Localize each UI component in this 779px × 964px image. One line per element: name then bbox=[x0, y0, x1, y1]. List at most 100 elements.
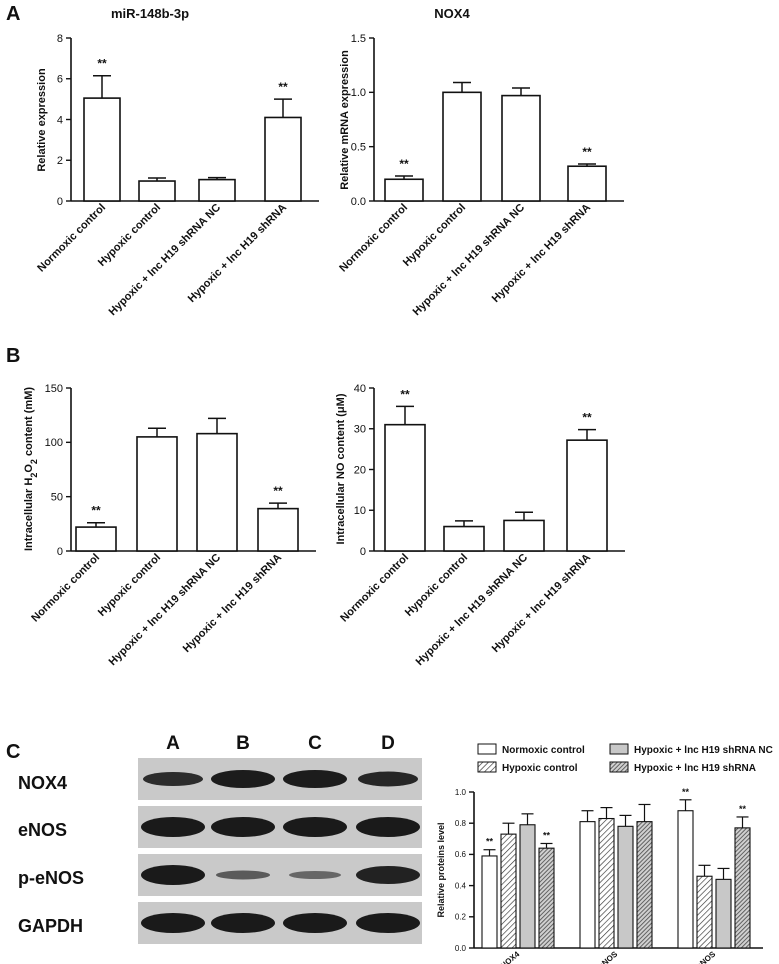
bar bbox=[138, 180, 176, 202]
blot-band bbox=[141, 817, 205, 837]
y-tick-label: 4 bbox=[57, 114, 63, 126]
bar bbox=[503, 519, 545, 552]
x-tick-label: Hypoxic + lnc H19 shRNA NC bbox=[414, 552, 531, 669]
blot-row-label: eNOS bbox=[18, 820, 67, 840]
bar bbox=[636, 821, 653, 949]
blot-band bbox=[141, 865, 205, 885]
bar bbox=[264, 116, 302, 202]
y-axis-label: Relative proteins level bbox=[436, 822, 446, 917]
y-tick-label: 0.0 bbox=[351, 196, 366, 208]
y-tick-label: 6 bbox=[57, 74, 63, 86]
y-tick-label: 0.0 bbox=[455, 944, 467, 953]
bar bbox=[500, 833, 517, 949]
y-tick-label: 0.8 bbox=[455, 819, 467, 828]
y-tick-label: 0 bbox=[360, 546, 366, 558]
legend-label: Hypoxic control bbox=[502, 763, 578, 774]
panel-label-b: B bbox=[6, 345, 20, 367]
significance-label: ** bbox=[543, 830, 551, 840]
bar bbox=[715, 878, 732, 949]
bar bbox=[443, 525, 485, 552]
y-tick-label: 1.0 bbox=[455, 788, 467, 797]
x-tick-label: p-eNOS bbox=[689, 949, 718, 964]
x-tick-label: Normoxic control bbox=[29, 552, 102, 625]
significance-label: ** bbox=[682, 787, 690, 797]
x-tick-label: Hypoxic + lnc H19 shRNA NC bbox=[107, 202, 224, 319]
blot-band bbox=[216, 870, 270, 880]
blot-band bbox=[143, 772, 203, 786]
x-tick-label: Hypoxic control bbox=[403, 552, 470, 619]
chart-title: NOX4 bbox=[434, 6, 470, 21]
bar bbox=[598, 817, 615, 949]
legend-label: Normoxic control bbox=[502, 745, 585, 756]
chart-title: miR-148b-3p bbox=[111, 6, 189, 21]
y-axis-label: Relative mRNA expression bbox=[339, 50, 351, 190]
bar bbox=[384, 178, 424, 202]
blot-lane-label: B bbox=[236, 733, 250, 754]
y-tick-label: 0 bbox=[57, 546, 63, 558]
y-axis-label: Intracellular NO content (μM) bbox=[335, 393, 347, 544]
bar bbox=[196, 432, 238, 552]
y-tick-label: 40 bbox=[354, 383, 366, 395]
bar bbox=[83, 97, 121, 202]
x-tick-label: eNOS bbox=[597, 949, 620, 964]
bar bbox=[257, 507, 299, 552]
legend-label: Hypoxic + lnc H19 shRNA NC bbox=[634, 745, 773, 756]
x-tick-label: NOX4 bbox=[499, 949, 522, 964]
bar bbox=[617, 825, 634, 949]
blot-band bbox=[283, 913, 347, 933]
y-tick-label: 1.5 bbox=[351, 33, 366, 45]
blot-band bbox=[283, 770, 347, 788]
significance-label: ** bbox=[97, 57, 107, 71]
x-tick-label: Normoxic control bbox=[337, 202, 410, 275]
blot-band bbox=[211, 817, 275, 837]
y-tick-label: 0.4 bbox=[455, 881, 467, 890]
blot-band bbox=[289, 871, 341, 879]
chart-no: 0 10 20 30 40 Intracellular NO content (μM) **… bbox=[335, 383, 625, 668]
blot-lane-label: C bbox=[308, 733, 322, 754]
bar bbox=[136, 436, 178, 552]
bar bbox=[198, 178, 236, 202]
x-tick-label: Hypoxic + lnc H19 shRNA NC bbox=[411, 202, 528, 319]
y-tick-label: 1.0 bbox=[351, 87, 366, 99]
x-tick-label: Normoxic control bbox=[338, 552, 411, 625]
bar bbox=[677, 810, 694, 949]
legend-swatch bbox=[477, 743, 497, 755]
legend-swatch bbox=[609, 743, 629, 755]
y-axis-label: Intracellular H2O2 content (mM) bbox=[23, 387, 39, 551]
bar bbox=[567, 165, 607, 202]
bar bbox=[75, 526, 117, 552]
significance-label: ** bbox=[273, 484, 283, 498]
chart-nox4-mrna: 0.0 0.5 1.0 1.5 NOX4 Relative mRNA expression… bbox=[337, 6, 624, 318]
western-blot: A B C D NOX4 eNOS p-eNOS GAPDH bbox=[18, 733, 422, 944]
bar bbox=[384, 423, 426, 552]
y-tick-label: 10 bbox=[354, 505, 366, 517]
blot-band bbox=[283, 817, 347, 837]
blot-lane-label: A bbox=[166, 733, 180, 754]
significance-label: ** bbox=[582, 145, 592, 159]
bar bbox=[501, 94, 541, 202]
blot-row-label: p-eNOS bbox=[18, 868, 84, 888]
y-tick-label: 100 bbox=[45, 437, 63, 449]
bar bbox=[579, 821, 596, 949]
bar bbox=[538, 847, 555, 949]
x-tick-label: Normoxic control bbox=[35, 202, 108, 275]
significance-label: ** bbox=[486, 837, 494, 847]
bar bbox=[696, 875, 713, 949]
significance-label: ** bbox=[278, 80, 288, 94]
significance-label: ** bbox=[739, 804, 747, 814]
blot-row-label: GAPDH bbox=[18, 916, 83, 936]
y-axis-label: Relative expression bbox=[36, 68, 48, 172]
y-tick-label: 30 bbox=[354, 424, 366, 436]
bar bbox=[519, 824, 536, 949]
y-tick-label: 0.2 bbox=[455, 913, 467, 922]
chart-mir148b: 0 2 4 6 8 miR-148b-3p Relative expression ** Nor… bbox=[35, 6, 319, 318]
blot-band bbox=[356, 866, 420, 884]
x-tick-label: Hypoxic + lnc H19 shRNA NC bbox=[107, 552, 224, 669]
significance-label: ** bbox=[91, 504, 101, 518]
panel-label-a: A bbox=[6, 3, 20, 25]
y-tick-label: 0 bbox=[57, 196, 63, 208]
y-tick-label: 0.6 bbox=[455, 850, 467, 859]
x-tick-label: Hypoxic control bbox=[96, 552, 163, 619]
significance-label: ** bbox=[582, 411, 592, 425]
blot-band bbox=[358, 771, 418, 787]
